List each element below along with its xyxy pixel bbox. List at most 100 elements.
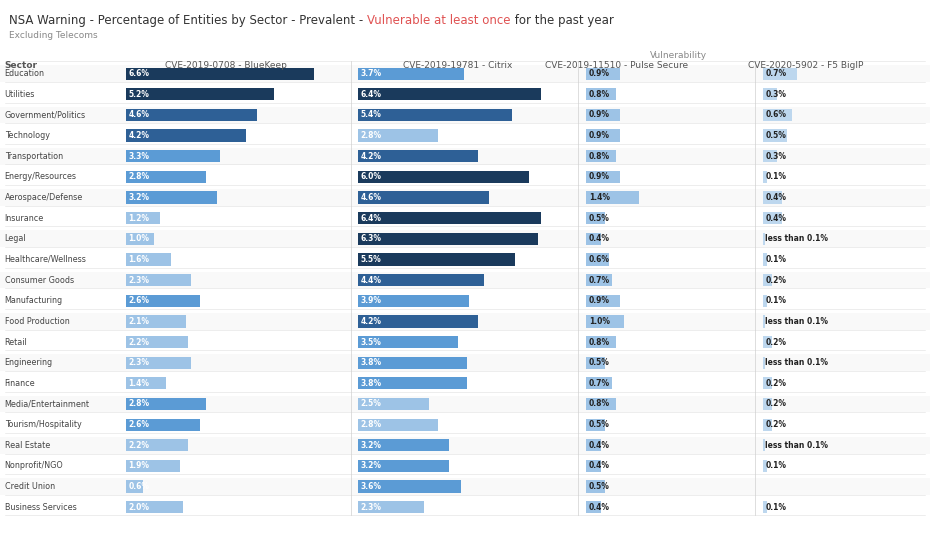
- Text: 0.5%: 0.5%: [589, 358, 609, 367]
- Text: Food Production: Food Production: [5, 317, 70, 326]
- FancyBboxPatch shape: [586, 274, 612, 286]
- Text: 1.0%: 1.0%: [128, 234, 150, 243]
- Text: 5.2%: 5.2%: [128, 90, 149, 99]
- FancyBboxPatch shape: [0, 65, 930, 82]
- FancyBboxPatch shape: [126, 398, 206, 410]
- Text: 0.8%: 0.8%: [589, 338, 610, 347]
- Text: 2.3%: 2.3%: [128, 358, 150, 367]
- FancyBboxPatch shape: [358, 68, 464, 80]
- FancyBboxPatch shape: [358, 253, 515, 266]
- FancyBboxPatch shape: [358, 460, 449, 472]
- FancyBboxPatch shape: [126, 357, 192, 369]
- FancyBboxPatch shape: [586, 253, 608, 266]
- FancyBboxPatch shape: [763, 295, 767, 307]
- FancyBboxPatch shape: [358, 418, 438, 431]
- FancyBboxPatch shape: [126, 377, 166, 389]
- FancyBboxPatch shape: [358, 501, 424, 513]
- FancyBboxPatch shape: [0, 313, 930, 330]
- Text: 0.5%: 0.5%: [589, 420, 609, 429]
- Text: 3.9%: 3.9%: [361, 296, 382, 305]
- Text: 2.0%: 2.0%: [128, 503, 150, 512]
- Text: 4.6%: 4.6%: [361, 193, 382, 202]
- Text: 6.6%: 6.6%: [128, 69, 150, 78]
- FancyBboxPatch shape: [586, 357, 604, 369]
- Text: less than 0.1%: less than 0.1%: [765, 441, 829, 450]
- FancyBboxPatch shape: [586, 460, 601, 472]
- FancyBboxPatch shape: [0, 437, 930, 454]
- Text: 2.3%: 2.3%: [128, 276, 150, 285]
- FancyBboxPatch shape: [763, 315, 765, 328]
- Text: Utilities: Utilities: [5, 90, 35, 99]
- FancyBboxPatch shape: [586, 418, 604, 431]
- Text: 2.2%: 2.2%: [128, 441, 150, 450]
- FancyBboxPatch shape: [763, 171, 767, 183]
- FancyBboxPatch shape: [126, 295, 200, 307]
- FancyBboxPatch shape: [126, 418, 200, 431]
- FancyBboxPatch shape: [586, 109, 620, 121]
- Text: 2.1%: 2.1%: [128, 317, 150, 326]
- FancyBboxPatch shape: [358, 129, 438, 142]
- Text: 6.3%: 6.3%: [361, 234, 382, 243]
- Text: 4.2%: 4.2%: [128, 131, 150, 140]
- Text: 0.9%: 0.9%: [589, 131, 610, 140]
- FancyBboxPatch shape: [126, 274, 192, 286]
- Text: 3.8%: 3.8%: [361, 358, 382, 367]
- Text: 0.2%: 0.2%: [765, 400, 787, 408]
- Text: 4.4%: 4.4%: [361, 276, 382, 285]
- Text: Media/Entertainment: Media/Entertainment: [5, 400, 89, 408]
- FancyBboxPatch shape: [763, 129, 787, 142]
- Text: 6.4%: 6.4%: [361, 90, 382, 99]
- Text: 1.6%: 1.6%: [128, 255, 150, 264]
- Text: 6.4%: 6.4%: [361, 214, 382, 223]
- FancyBboxPatch shape: [763, 357, 765, 369]
- FancyBboxPatch shape: [126, 150, 219, 162]
- Text: 0.7%: 0.7%: [589, 379, 610, 388]
- Text: Consumer Goods: Consumer Goods: [5, 276, 73, 285]
- FancyBboxPatch shape: [0, 107, 930, 123]
- Text: 0.4%: 0.4%: [589, 234, 610, 243]
- Text: 2.6%: 2.6%: [128, 296, 150, 305]
- FancyBboxPatch shape: [126, 129, 246, 142]
- Text: 0.5%: 0.5%: [589, 214, 609, 223]
- Text: Vulnerable at least once: Vulnerable at least once: [367, 14, 511, 27]
- FancyBboxPatch shape: [586, 68, 620, 80]
- Text: 0.5%: 0.5%: [765, 131, 786, 140]
- Text: Engineering: Engineering: [5, 358, 53, 367]
- FancyBboxPatch shape: [358, 398, 430, 410]
- Text: Sector: Sector: [5, 61, 37, 70]
- Text: NSA Warning - Percentage of Entities by Sector - Prevalent -: NSA Warning - Percentage of Entities by …: [9, 14, 367, 27]
- Text: 1.9%: 1.9%: [128, 461, 150, 470]
- Text: 3.2%: 3.2%: [361, 441, 382, 450]
- FancyBboxPatch shape: [586, 315, 624, 328]
- FancyBboxPatch shape: [586, 233, 601, 245]
- Text: 0.8%: 0.8%: [589, 90, 610, 99]
- FancyBboxPatch shape: [763, 150, 777, 162]
- FancyBboxPatch shape: [763, 68, 797, 80]
- FancyBboxPatch shape: [586, 377, 612, 389]
- Text: 2.5%: 2.5%: [361, 400, 381, 408]
- FancyBboxPatch shape: [0, 148, 930, 165]
- Text: less than 0.1%: less than 0.1%: [765, 317, 829, 326]
- Text: Energy/Resources: Energy/Resources: [5, 172, 76, 181]
- Text: 0.2%: 0.2%: [765, 420, 787, 429]
- Text: 0.8%: 0.8%: [589, 152, 610, 161]
- Text: 1.0%: 1.0%: [589, 317, 610, 326]
- Text: 0.1%: 0.1%: [765, 255, 787, 264]
- Text: 0.1%: 0.1%: [765, 503, 787, 512]
- Text: 2.2%: 2.2%: [128, 338, 150, 347]
- FancyBboxPatch shape: [126, 253, 171, 266]
- FancyBboxPatch shape: [586, 212, 604, 224]
- FancyBboxPatch shape: [358, 212, 541, 224]
- FancyBboxPatch shape: [126, 171, 206, 183]
- FancyBboxPatch shape: [126, 439, 189, 451]
- FancyBboxPatch shape: [763, 398, 772, 410]
- FancyBboxPatch shape: [358, 88, 541, 100]
- Text: 4.6%: 4.6%: [128, 110, 150, 119]
- FancyBboxPatch shape: [0, 478, 930, 495]
- FancyBboxPatch shape: [763, 212, 782, 224]
- Text: CVE-2019-0708 - BlueKeep: CVE-2019-0708 - BlueKeep: [165, 61, 286, 70]
- FancyBboxPatch shape: [0, 230, 930, 247]
- Text: 3.3%: 3.3%: [128, 152, 150, 161]
- Text: CVE-2019-19781 - Citrix: CVE-2019-19781 - Citrix: [404, 61, 512, 70]
- FancyBboxPatch shape: [126, 212, 160, 224]
